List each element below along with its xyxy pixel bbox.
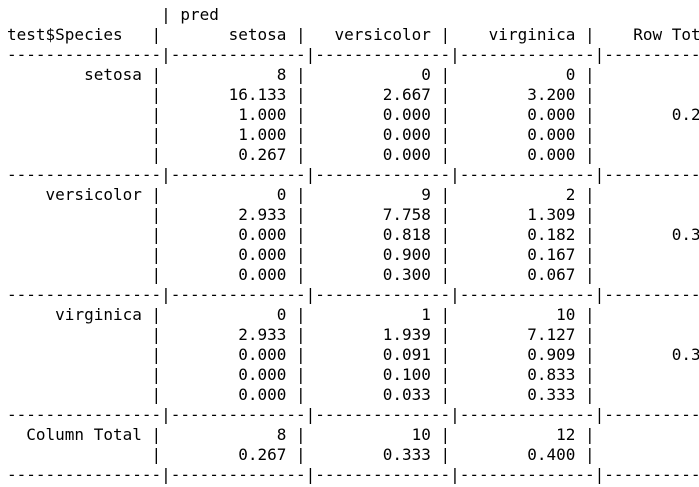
- column-header: virginica: [488, 25, 576, 44]
- cell-row-prop: 0.000: [238, 225, 287, 244]
- column-total-line: Column Total | 8 | 10 | 12 | 30 |: [26, 425, 605, 444]
- column-total-prop: 0.267: [238, 445, 287, 464]
- cell-chisq: 1.309: [527, 205, 576, 224]
- rule-line: ----------------|--------------|--------…: [7, 165, 699, 184]
- cell-chisq: 7.758: [382, 205, 431, 224]
- row-chisq-line: | 2.933 | 1.939 | 7.127 | |: [141, 325, 605, 344]
- rule-line: ----------------|--------------|--------…: [7, 405, 699, 424]
- cell-chisq: 2.933: [238, 325, 287, 344]
- total-prop-line: | 0.267 | 0.000 | 0.000 | |: [141, 145, 605, 164]
- cell-row-prop: 0.000: [382, 105, 431, 124]
- row-total-prop: 0.367: [671, 225, 699, 244]
- header-pred-line: | pred: [7, 5, 219, 24]
- column-variable-label: pred: [180, 5, 219, 24]
- cell-chisq: 7.127: [527, 325, 576, 344]
- rule-line: ----------------|--------------|--------…: [7, 285, 699, 304]
- rule-line: ----------------|--------------|--------…: [7, 45, 699, 64]
- cell-col-prop: 0.000: [238, 245, 287, 264]
- column-total-prop: 0.400: [527, 445, 576, 464]
- row-total-prop: 0.267: [671, 105, 699, 124]
- cell-total-prop: 0.000: [382, 145, 431, 164]
- cell-count: 0: [421, 65, 431, 84]
- total-prop-line: | 0.000 | 0.300 | 0.067 | |: [141, 265, 605, 284]
- cell-total-prop: 0.300: [382, 265, 431, 284]
- cell-count: 10: [556, 305, 576, 324]
- row-label: setosa: [84, 65, 142, 84]
- cell-total-prop: 0.000: [238, 385, 287, 404]
- cell-col-prop: 0.000: [238, 365, 287, 384]
- cell-col-prop: 0.000: [527, 125, 576, 144]
- cell-count: 0: [565, 65, 576, 84]
- row-total-prop: 0.367: [671, 345, 699, 364]
- cell-total-prop: 0.000: [238, 265, 287, 284]
- cell-count: 8: [276, 65, 287, 84]
- cell-total-prop: 0.333: [527, 385, 576, 404]
- column-header: versicolor: [334, 25, 431, 44]
- cell-row-prop: 0.000: [527, 105, 576, 124]
- cell-count: 2: [565, 185, 576, 204]
- row-counts-line: virginica | 0 | 1 | 10 | 11 |: [55, 305, 605, 324]
- row-label: versicolor: [45, 185, 142, 204]
- row-prop-line: | 1.000 | 0.000 | 0.000 | 0.267 |: [7, 105, 699, 125]
- row-chisq-line: | 16.133 | 2.667 | 3.200 | |: [141, 85, 605, 104]
- row-counts-line: versicolor | 0 | 9 | 2 | 11 |: [45, 185, 605, 204]
- cell-row-prop: 0.000: [238, 345, 287, 364]
- col-prop-line: | 0.000 | 0.900 | 0.167 | |: [141, 245, 605, 264]
- cell-chisq: 2.933: [238, 205, 287, 224]
- column-total-count: 10: [411, 425, 431, 444]
- rule-line: ----------------|--------------|--------…: [7, 465, 699, 484]
- cell-chisq: 16.133: [228, 85, 287, 104]
- cell-total-prop: 0.267: [238, 145, 287, 164]
- cell-col-prop: 0.100: [382, 365, 431, 384]
- cell-col-prop: 0.833: [527, 365, 576, 384]
- cell-count: 0: [276, 305, 287, 324]
- column-total-count: 8: [276, 425, 287, 444]
- col-prop-line: | 0.000 | 0.100 | 0.833 | |: [141, 365, 605, 384]
- cell-count: 9: [421, 185, 431, 204]
- column-header: setosa: [228, 25, 287, 44]
- cell-col-prop: 1.000: [238, 125, 287, 144]
- row-prop-line: | 0.000 | 0.091 | 0.909 | 0.367 |: [7, 345, 699, 365]
- row-counts-line: setosa | 8 | 0 | 0 | 8 |: [84, 65, 605, 84]
- cell-row-prop: 0.091: [382, 345, 431, 364]
- cell-chisq: 2.667: [382, 85, 431, 104]
- cell-row-prop: 0.818: [382, 225, 431, 244]
- cell-total-prop: 0.033: [382, 385, 431, 404]
- cell-chisq: 3.200: [527, 85, 576, 104]
- row-prop-line: | 0.000 | 0.818 | 0.182 | 0.367 |: [7, 225, 699, 245]
- row-label: virginica: [55, 305, 142, 324]
- cell-col-prop: 0.000: [382, 125, 431, 144]
- column-total-prop-line: | 0.267 | 0.333 | 0.400 | |: [141, 445, 605, 464]
- cell-row-prop: 0.182: [527, 225, 576, 244]
- cell-row-prop: 1.000: [238, 105, 287, 124]
- crosstable-output: | pred test$Species | setosa | versicolor…: [7, 5, 699, 485]
- cell-total-prop: 0.067: [527, 265, 576, 284]
- column-total-label: Column Total: [26, 425, 142, 444]
- cell-count: 1: [421, 305, 431, 324]
- cell-col-prop: 0.167: [527, 245, 576, 264]
- col-prop-line: | 1.000 | 0.000 | 0.000 | |: [141, 125, 605, 144]
- row-chisq-line: | 2.933 | 7.758 | 1.309 | |: [141, 205, 605, 224]
- cell-count: 0: [276, 185, 287, 204]
- header-row: test$Species | setosa | versicolor | vir…: [7, 25, 699, 45]
- cell-col-prop: 0.900: [382, 245, 431, 264]
- column-total-prop: 0.333: [382, 445, 431, 464]
- total-prop-line: | 0.000 | 0.033 | 0.333 | |: [141, 385, 605, 404]
- column-header: Row Total: [633, 25, 699, 44]
- column-total-count: 12: [556, 425, 576, 444]
- cell-row-prop: 0.909: [527, 345, 576, 364]
- cell-chisq: 1.939: [382, 325, 431, 344]
- row-variable-label: test$Species: [7, 25, 123, 44]
- cell-total-prop: 0.000: [527, 145, 576, 164]
